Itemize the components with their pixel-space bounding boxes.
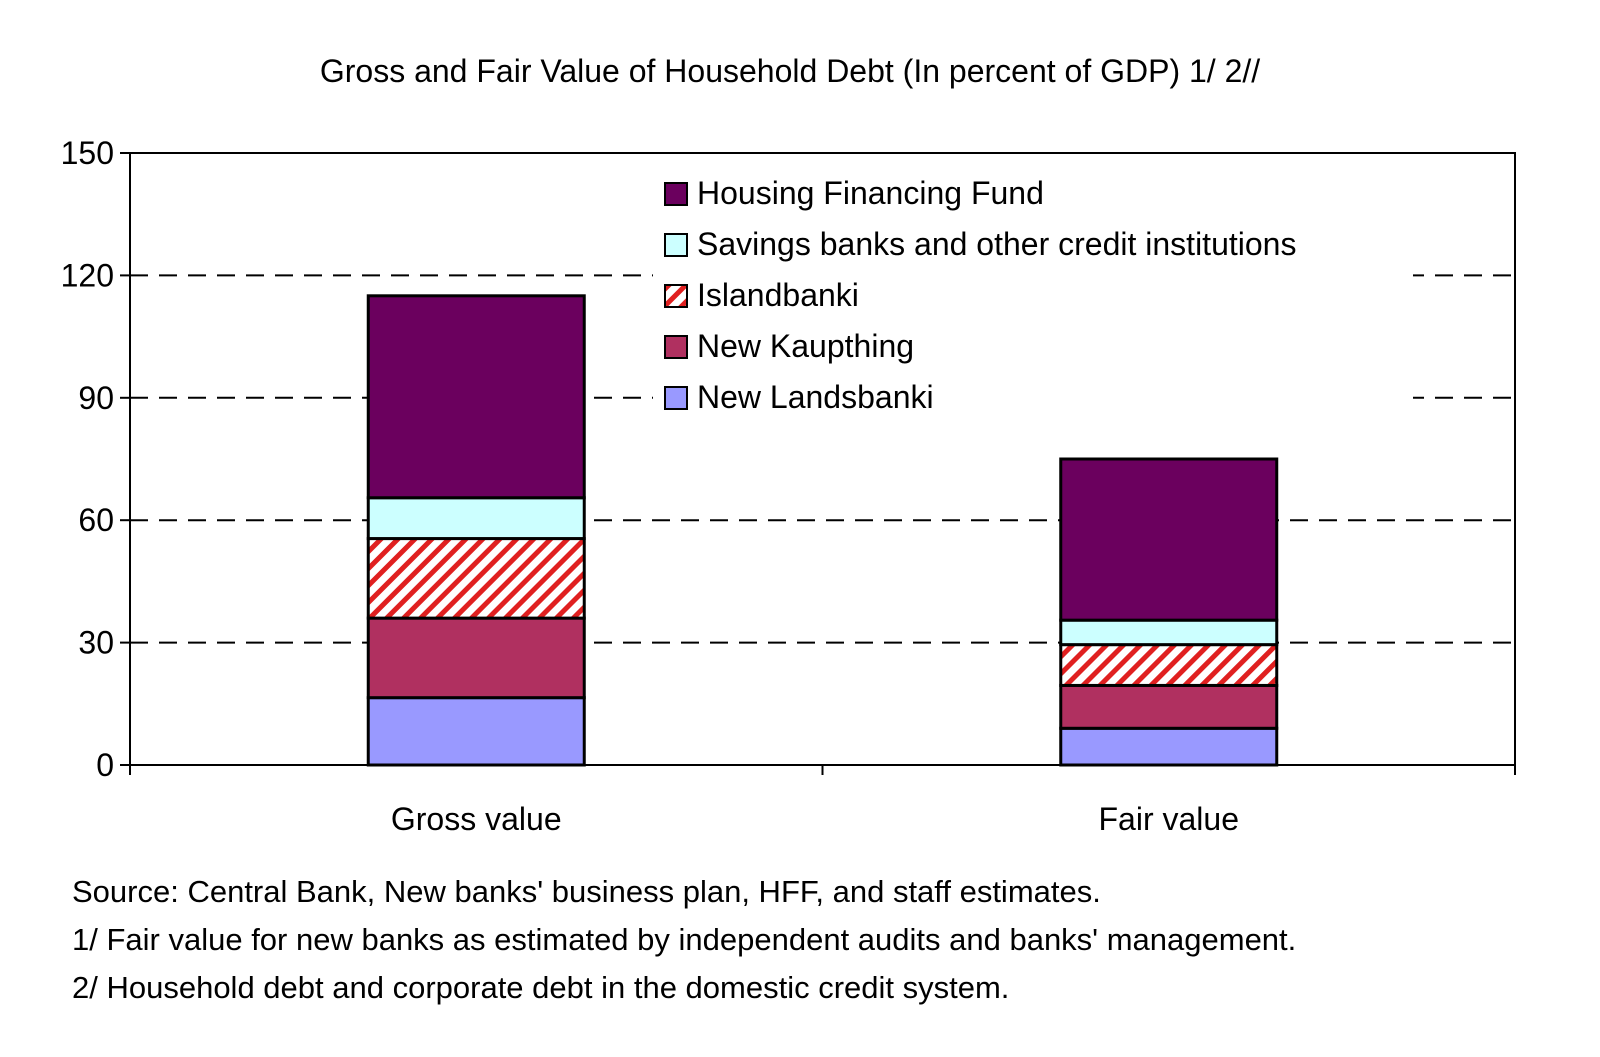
legend-swatch-1: [664, 233, 688, 257]
legend-swatch-4: [664, 386, 688, 410]
legend-label-0: Housing Financing Fund: [697, 175, 1044, 211]
bar-1-series-3: [1059, 618, 1279, 647]
legend-background: [653, 169, 1413, 428]
footnote-1: 1/ Fair value for new banks as estimated…: [72, 922, 1297, 957]
bar-1-series-0: [1059, 726, 1279, 767]
bar-0-series-1: [366, 616, 586, 700]
chart-notes: Source: Central Bank, New banks' busines…: [72, 868, 1582, 1012]
source-note: Source: Central Bank, New banks' busines…: [72, 874, 1101, 909]
x-tick-label-0: Gross value: [391, 801, 562, 837]
bar-0-series-4: [366, 294, 586, 500]
bar-0-series-0: [366, 696, 586, 767]
stacked-bar-chart: Gross and Fair Value of Household Debt (…: [61, 53, 1516, 837]
y-tick-label-120: 120: [61, 257, 114, 293]
bar-1-series-2: [1059, 643, 1279, 687]
legend-swatch-0: [664, 182, 688, 206]
legend: Housing Financing Fund Savings banks and …: [653, 169, 1413, 428]
legend-label-1: Savings banks and other credit instituti…: [697, 226, 1296, 262]
bar-0-series-3: [366, 496, 586, 541]
y-tick-label-150: 150: [61, 135, 114, 171]
legend-swatch-2: [664, 284, 688, 308]
y-tick-label-30: 30: [78, 625, 114, 661]
footnote-2: 2/ Household debt and corporate debt in …: [72, 970, 1010, 1005]
y-tick-label-60: 60: [78, 502, 114, 538]
bar-1-series-1: [1059, 683, 1279, 730]
axes: 0 30 60 90 120 150 Gross value Fair value: [61, 135, 1516, 837]
legend-swatch-3: [664, 335, 688, 359]
bars: [366, 294, 1279, 767]
legend-label-3: New Kaupthing: [697, 328, 914, 364]
y-tick-label-90: 90: [78, 380, 114, 416]
legend-label-4: New Landsbanki: [697, 379, 934, 415]
legend-label-2: Islandbanki: [697, 277, 859, 313]
x-tick-label-1: Fair value: [1099, 801, 1240, 837]
bar-1-series-4: [1059, 457, 1279, 622]
bar-0-series-2: [366, 537, 586, 620]
chart-title: Gross and Fair Value of Household Debt (…: [320, 53, 1260, 89]
y-tick-label-0: 0: [96, 747, 114, 783]
